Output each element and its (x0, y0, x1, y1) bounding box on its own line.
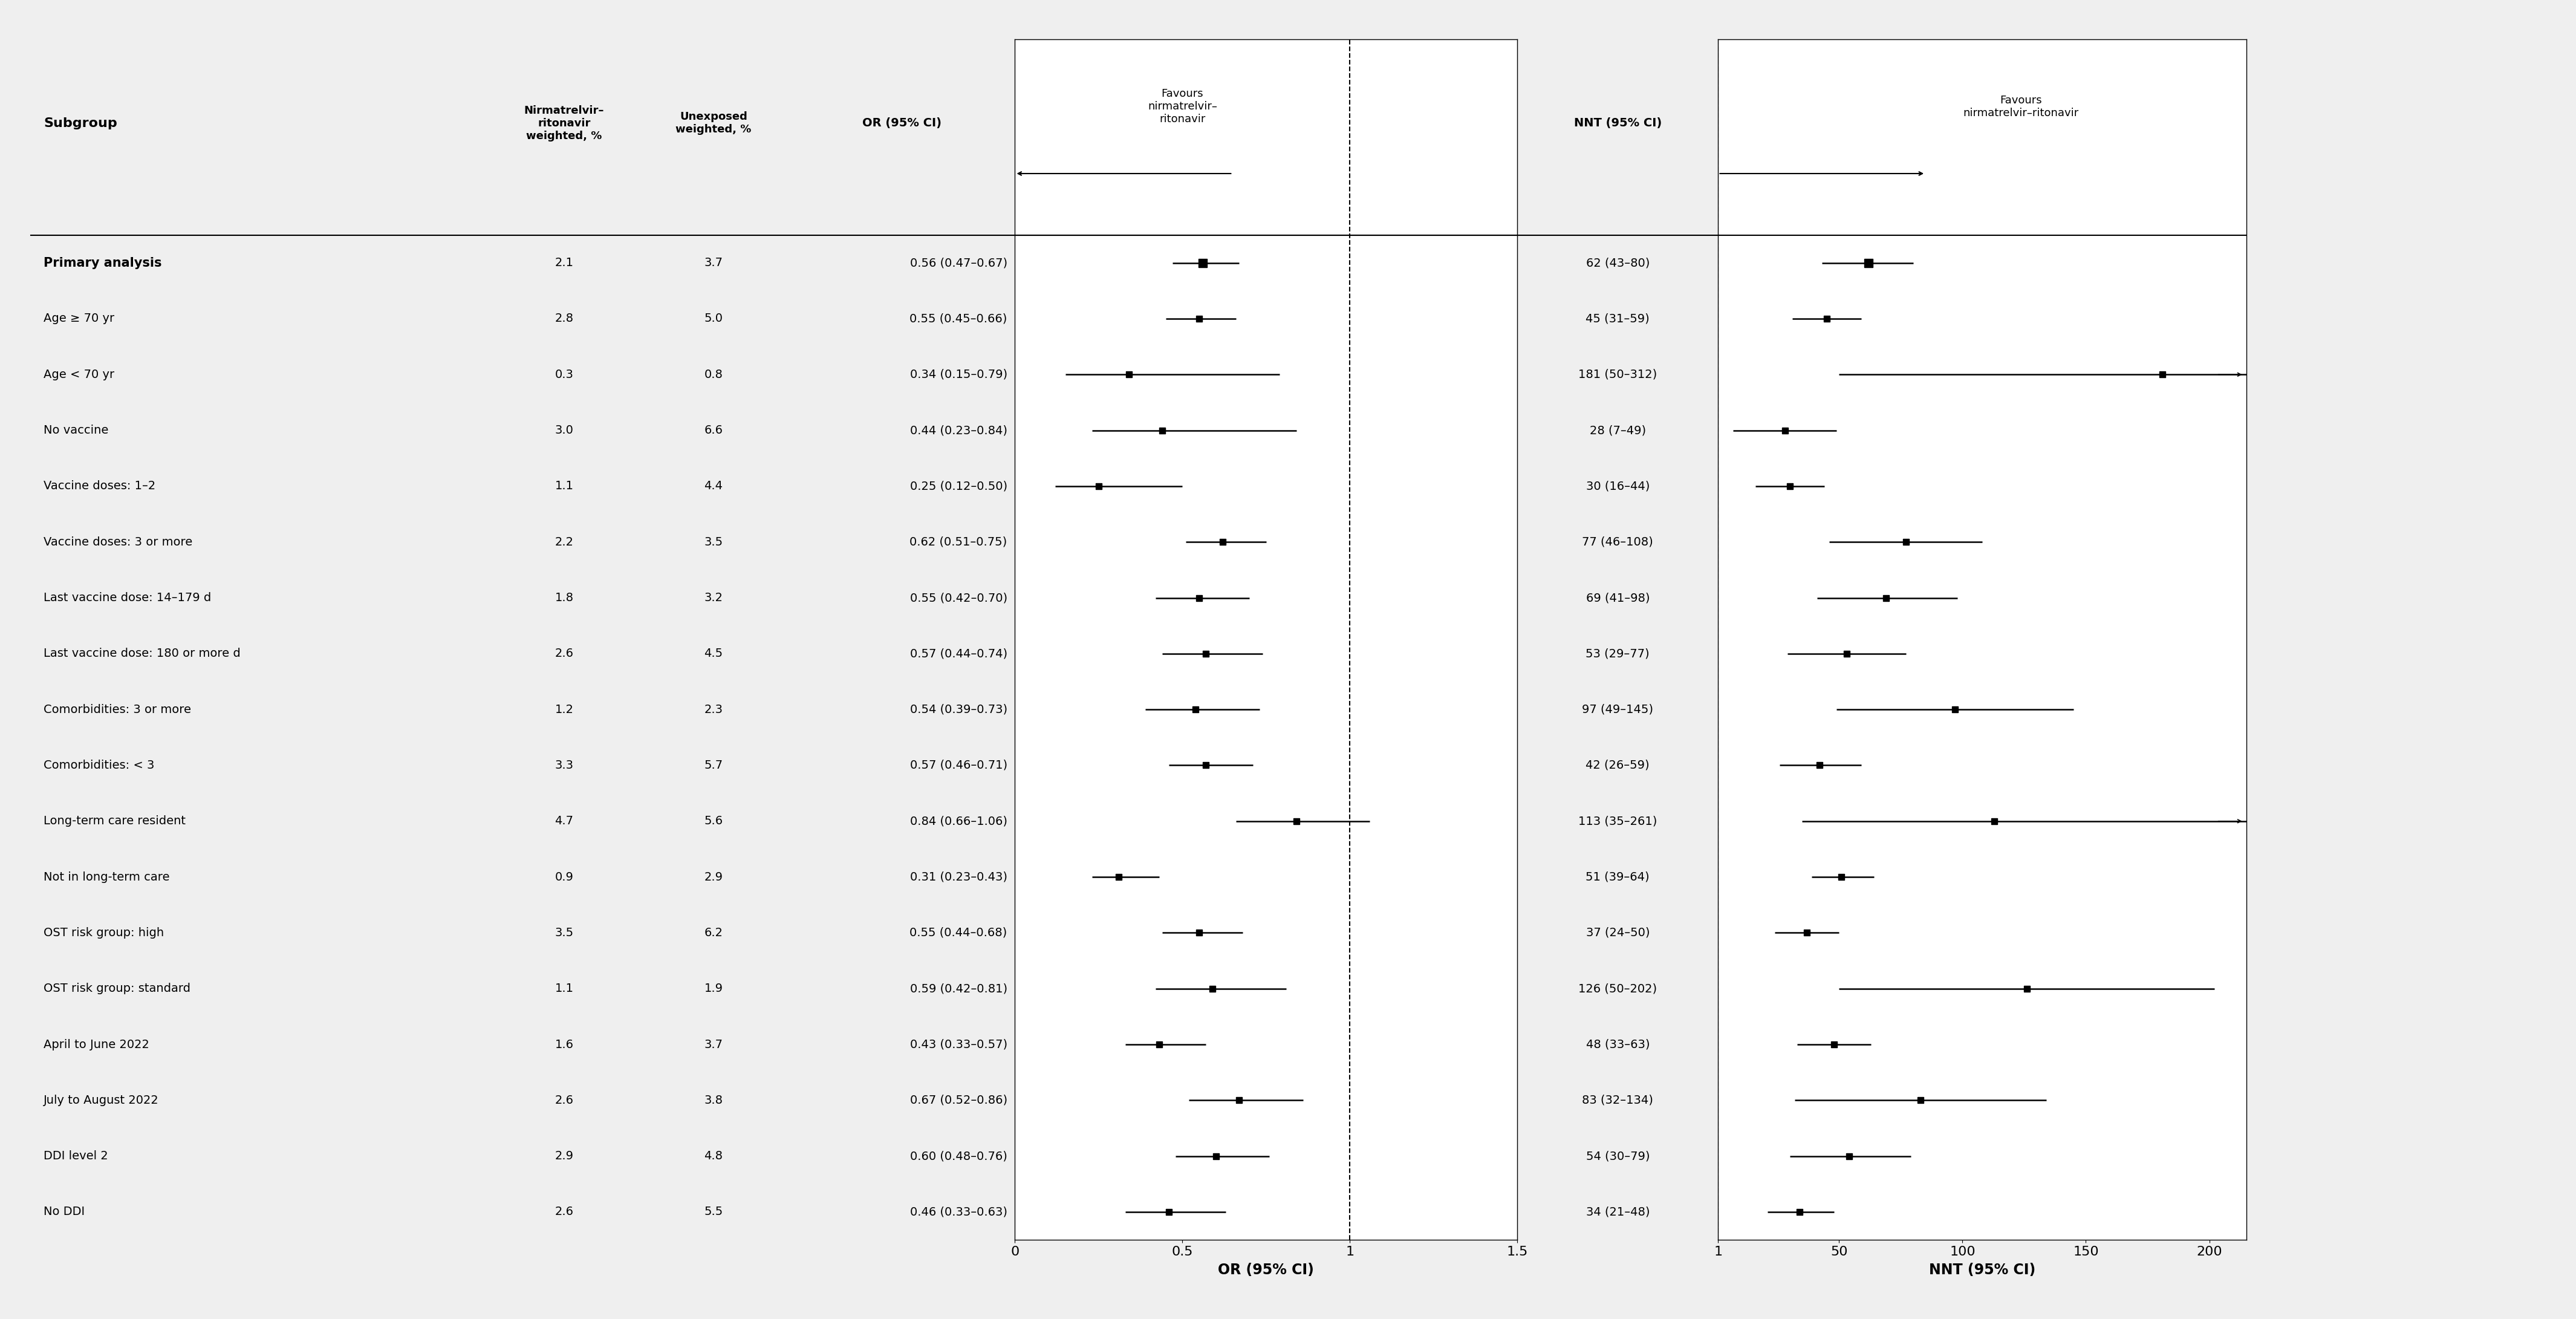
Text: 2.2: 2.2 (554, 537, 574, 547)
Text: 3.2: 3.2 (703, 592, 724, 604)
Text: OST risk group: high: OST risk group: high (44, 927, 165, 939)
Text: 2.1: 2.1 (554, 257, 574, 269)
Text: 77 (46–108): 77 (46–108) (1582, 537, 1654, 547)
Text: Vaccine doses: 3 or more: Vaccine doses: 3 or more (44, 537, 193, 547)
Text: 5.5: 5.5 (703, 1206, 724, 1217)
Text: 0.34 (0.15–0.79): 0.34 (0.15–0.79) (909, 369, 1007, 380)
Text: 0.43 (0.33–0.57): 0.43 (0.33–0.57) (909, 1039, 1007, 1050)
Text: 34 (21–48): 34 (21–48) (1587, 1206, 1649, 1217)
Text: 3.8: 3.8 (703, 1095, 724, 1107)
Text: 53 (29–77): 53 (29–77) (1587, 648, 1649, 660)
Text: 2.3: 2.3 (703, 704, 724, 715)
Text: Nirmatrelvir–
ritonavir
weighted, %: Nirmatrelvir– ritonavir weighted, % (523, 106, 605, 141)
Text: 30 (16–44): 30 (16–44) (1587, 480, 1649, 492)
Text: 62 (43–80): 62 (43–80) (1587, 257, 1649, 269)
Text: Primary analysis: Primary analysis (44, 257, 162, 269)
Text: 0.55 (0.42–0.70): 0.55 (0.42–0.70) (909, 592, 1007, 604)
Text: 6.6: 6.6 (703, 425, 724, 437)
Text: Long-term care resident: Long-term care resident (44, 815, 185, 827)
Text: 0.54 (0.39–0.73): 0.54 (0.39–0.73) (909, 704, 1007, 715)
X-axis label: OR (95% CI): OR (95% CI) (1218, 1262, 1314, 1277)
Text: 0.25 (0.12–0.50): 0.25 (0.12–0.50) (909, 480, 1007, 492)
Text: 3.0: 3.0 (554, 425, 574, 437)
Text: Comorbidities: 3 or more: Comorbidities: 3 or more (44, 704, 191, 715)
Text: Unexposed
weighted, %: Unexposed weighted, % (675, 112, 752, 135)
Text: 6.2: 6.2 (703, 927, 724, 939)
Text: 37 (24–50): 37 (24–50) (1587, 927, 1649, 939)
Text: OST risk group: standard: OST risk group: standard (44, 983, 191, 995)
Text: 45 (31–59): 45 (31–59) (1587, 313, 1649, 324)
Text: No DDI: No DDI (44, 1206, 85, 1217)
Text: 0.31 (0.23–0.43): 0.31 (0.23–0.43) (909, 872, 1007, 882)
Text: 83 (32–134): 83 (32–134) (1582, 1095, 1654, 1107)
Text: 1.2: 1.2 (554, 704, 574, 715)
Text: 0.67 (0.52–0.86): 0.67 (0.52–0.86) (909, 1095, 1007, 1107)
Text: 5.0: 5.0 (703, 313, 724, 324)
Text: 113 (35–261): 113 (35–261) (1579, 815, 1656, 827)
Text: 0.84 (0.66–1.06): 0.84 (0.66–1.06) (909, 815, 1007, 827)
Text: 3.3: 3.3 (554, 760, 574, 772)
Text: 4.8: 4.8 (703, 1150, 724, 1162)
Text: OR (95% CI): OR (95% CI) (863, 117, 940, 129)
Text: 3.7: 3.7 (703, 1039, 724, 1050)
Text: 2.6: 2.6 (554, 1206, 574, 1217)
Text: 1.9: 1.9 (703, 983, 724, 995)
Text: Comorbidities: < 3: Comorbidities: < 3 (44, 760, 155, 772)
Text: 1.1: 1.1 (554, 983, 574, 995)
Text: 0.55 (0.45–0.66): 0.55 (0.45–0.66) (909, 313, 1007, 324)
Text: 2.6: 2.6 (554, 1095, 574, 1107)
Text: 5.7: 5.7 (703, 760, 724, 772)
Text: 0.9: 0.9 (554, 872, 574, 882)
Text: DDI level 2: DDI level 2 (44, 1150, 108, 1162)
Text: July to August 2022: July to August 2022 (44, 1095, 160, 1107)
Text: 54 (30–79): 54 (30–79) (1587, 1150, 1649, 1162)
Text: Age < 70 yr: Age < 70 yr (44, 369, 113, 380)
Text: 0.56 (0.47–0.67): 0.56 (0.47–0.67) (909, 257, 1007, 269)
Text: Last vaccine dose: 180 or more d: Last vaccine dose: 180 or more d (44, 648, 240, 660)
Text: 4.7: 4.7 (554, 815, 574, 827)
Text: Last vaccine dose: 14–179 d: Last vaccine dose: 14–179 d (44, 592, 211, 604)
Text: 48 (33–63): 48 (33–63) (1587, 1039, 1649, 1050)
Text: NNT (95% CI): NNT (95% CI) (1574, 117, 1662, 129)
Text: 1.1: 1.1 (554, 480, 574, 492)
Text: 126 (50–202): 126 (50–202) (1579, 983, 1656, 995)
Text: Favours
nirmatrelvir–
ritonavir: Favours nirmatrelvir– ritonavir (1149, 88, 1216, 124)
Text: No vaccine: No vaccine (44, 425, 108, 437)
Text: 51 (39–64): 51 (39–64) (1587, 872, 1649, 882)
Text: 3.7: 3.7 (703, 257, 724, 269)
Text: 2.6: 2.6 (554, 648, 574, 660)
X-axis label: NNT (95% CI): NNT (95% CI) (1929, 1262, 2035, 1277)
Text: 0.55 (0.44–0.68): 0.55 (0.44–0.68) (909, 927, 1007, 939)
Text: 2.8: 2.8 (554, 313, 574, 324)
Text: 0.8: 0.8 (703, 369, 724, 380)
Text: 4.5: 4.5 (703, 648, 724, 660)
Text: April to June 2022: April to June 2022 (44, 1039, 149, 1050)
Text: Favours
nirmatrelvir–ritonavir: Favours nirmatrelvir–ritonavir (1963, 95, 2079, 119)
Text: Vaccine doses: 1–2: Vaccine doses: 1–2 (44, 480, 155, 492)
Text: Subgroup: Subgroup (44, 117, 118, 129)
Text: 5.6: 5.6 (703, 815, 724, 827)
Text: 3.5: 3.5 (703, 537, 724, 547)
Text: 1.6: 1.6 (554, 1039, 574, 1050)
Text: 181 (50–312): 181 (50–312) (1579, 369, 1656, 380)
Text: 3.5: 3.5 (554, 927, 574, 939)
Text: 0.3: 0.3 (554, 369, 574, 380)
Text: 69 (41–98): 69 (41–98) (1587, 592, 1649, 604)
Text: 28 (7–49): 28 (7–49) (1589, 425, 1646, 437)
Text: 97 (49–145): 97 (49–145) (1582, 704, 1654, 715)
Text: 0.57 (0.44–0.74): 0.57 (0.44–0.74) (909, 648, 1007, 660)
Text: 2.9: 2.9 (554, 1150, 574, 1162)
Text: 42 (26–59): 42 (26–59) (1587, 760, 1649, 772)
Text: 1.8: 1.8 (554, 592, 574, 604)
Text: Age ≥ 70 yr: Age ≥ 70 yr (44, 313, 113, 324)
Text: 0.60 (0.48–0.76): 0.60 (0.48–0.76) (909, 1150, 1007, 1162)
Text: 4.4: 4.4 (703, 480, 724, 492)
Text: 0.57 (0.46–0.71): 0.57 (0.46–0.71) (909, 760, 1007, 772)
Text: 0.59 (0.42–0.81): 0.59 (0.42–0.81) (909, 983, 1007, 995)
Text: 0.44 (0.23–0.84): 0.44 (0.23–0.84) (909, 425, 1007, 437)
Text: 0.46 (0.33–0.63): 0.46 (0.33–0.63) (909, 1206, 1007, 1217)
Text: Not in long-term care: Not in long-term care (44, 872, 170, 882)
Text: 2.9: 2.9 (703, 872, 724, 882)
Text: 0.62 (0.51–0.75): 0.62 (0.51–0.75) (909, 537, 1007, 547)
